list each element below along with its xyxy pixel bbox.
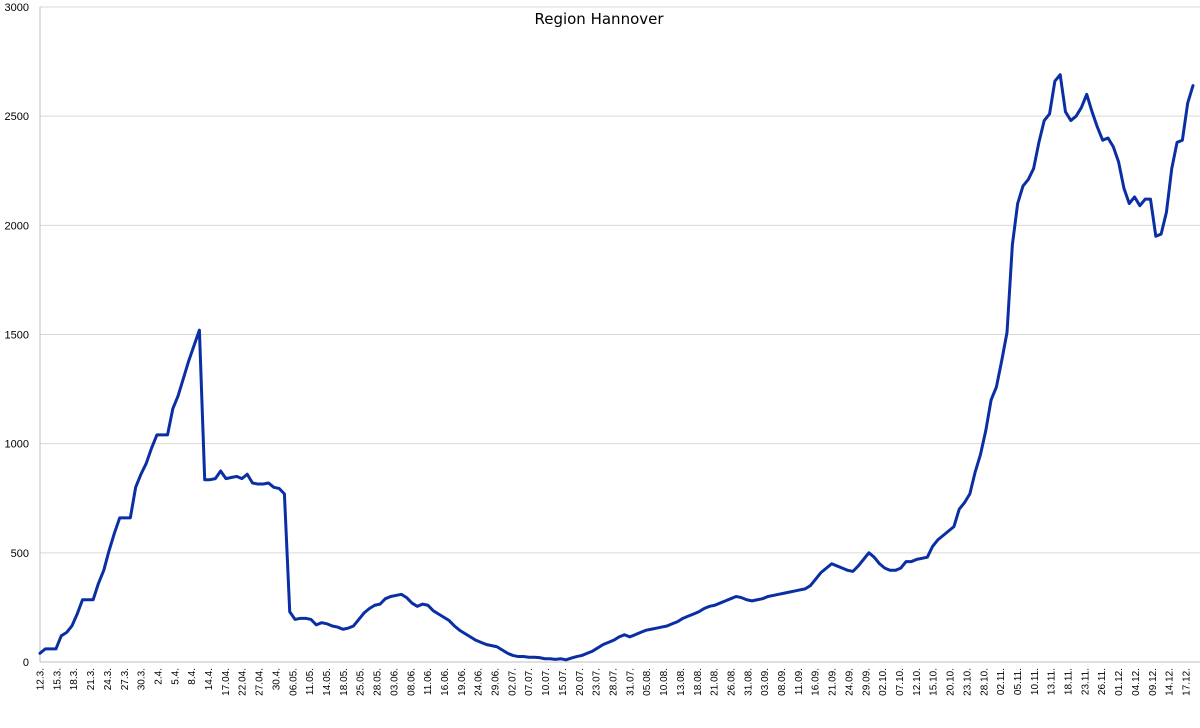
x-tick-label: 22.04. — [238, 668, 249, 696]
y-tick-label: 2000 — [5, 220, 29, 232]
x-tick-label: 16.06. — [440, 668, 451, 696]
x-tick-label: 24.09. — [844, 668, 855, 696]
y-axis-ticks: 0 500 1000 1500 2000 2500 3000 — [5, 2, 29, 669]
chart-title: Region Hannover — [534, 10, 664, 28]
x-tick-label: 09.12. — [1148, 668, 1159, 696]
x-tick-label: 27.3. — [120, 668, 131, 690]
y-tick-label: 1000 — [5, 439, 29, 451]
x-tick-label: 31.07. — [625, 668, 636, 696]
x-tick-label: 12.10. — [912, 668, 923, 696]
y-tick-label: 3000 — [5, 2, 29, 14]
x-tick-label: 24.3. — [103, 668, 114, 690]
x-tick-label: 24.06. — [474, 668, 485, 696]
x-tick-label: 14.4. — [204, 668, 215, 690]
x-tick-label: 18.3. — [69, 668, 80, 690]
x-tick-label: 11.09. — [794, 668, 805, 695]
x-tick-label: 11.06. — [423, 668, 434, 695]
x-tick-label: 16.09. — [811, 668, 822, 696]
x-tick-label: 13.11. — [1047, 668, 1058, 695]
x-tick-label: 18.11. — [1064, 668, 1075, 695]
y-tick-label: 2500 — [5, 111, 29, 123]
x-tick-label: 28.05. — [373, 668, 384, 696]
x-tick-label: 28.07. — [609, 668, 620, 696]
x-tick-label: 05.11. — [1013, 668, 1024, 695]
x-tick-label: 31.08. — [743, 668, 754, 696]
x-tick-label: 26.08. — [726, 668, 737, 696]
x-tick-label: 27.04. — [255, 668, 266, 696]
x-tick-label: 14.05. — [322, 668, 333, 696]
x-tick-label: 21.08. — [710, 668, 721, 696]
y-tick-label: 0 — [23, 657, 29, 669]
gridlines — [40, 6, 1200, 554]
x-tick-label: 03.06. — [389, 668, 400, 696]
x-tick-label: 10.08. — [659, 668, 670, 696]
x-tick-label: 2.4. — [153, 668, 164, 685]
x-tick-label: 5.4. — [170, 668, 181, 685]
x-tick-label: 10.11. — [1030, 668, 1041, 695]
x-tick-label: 07.07. — [524, 668, 535, 696]
x-tick-label: 25.05. — [356, 668, 367, 696]
x-tick-label: 08.06. — [406, 668, 417, 696]
x-tick-label: 29.09. — [861, 668, 872, 696]
y-tick-label: 1500 — [5, 330, 29, 342]
series-line — [38, 73, 1195, 662]
x-tick-label: 02.10. — [878, 668, 889, 696]
x-tick-label: 03.09. — [760, 668, 771, 696]
data-points — [39, 74, 1194, 660]
x-tick-label: 18.05. — [339, 668, 350, 696]
x-tick-label: 10.07. — [541, 668, 552, 696]
x-tick-label: 04.12. — [1131, 668, 1142, 696]
x-tick-label: 26.11. — [1097, 668, 1108, 695]
x-tick-label: 12.3. — [36, 668, 47, 690]
x-tick-label: 08.09. — [777, 668, 788, 696]
x-tick-label: 30.3. — [137, 668, 148, 690]
x-axis-ticks: 12.3. 15.3. 18.3. 21.3. 24.3. 27.3. 30.3. 2.4. 5… — [36, 668, 1193, 696]
x-tick-label: 20.10. — [946, 668, 957, 696]
x-tick-label: 14.12. — [1165, 668, 1176, 696]
y-tick-label: 500 — [11, 548, 29, 560]
x-tick-label: 02.11. — [996, 668, 1007, 695]
x-tick-label: 20.07. — [575, 668, 586, 696]
x-tick-label: 15.07. — [558, 668, 569, 696]
x-tick-label: 17.12. — [1182, 668, 1193, 696]
x-tick-label: 18.08. — [693, 668, 704, 696]
x-tick-label: 05.08. — [642, 668, 653, 696]
x-tick-label: 23.07. — [592, 668, 603, 696]
x-tick-label: 19.06. — [457, 668, 468, 696]
x-tick-label: 30.4. — [271, 668, 282, 690]
x-tick-label: 06.05. — [288, 668, 299, 696]
x-tick-label: 28.10. — [979, 668, 990, 696]
x-tick-label: 07.10. — [895, 668, 906, 696]
x-tick-label: 23.11. — [1080, 668, 1091, 695]
x-tick-label: 17.04. — [221, 668, 232, 696]
x-tick-label: 29.06. — [491, 668, 502, 696]
x-tick-label: 15.10. — [929, 668, 940, 696]
x-tick-label: 21.09. — [828, 668, 839, 696]
x-tick-label: 13.08. — [676, 668, 687, 696]
x-tick-label: 23.10. — [962, 668, 973, 696]
x-tick-label: 01.12. — [1114, 668, 1125, 696]
x-tick-label: 15.3. — [52, 668, 63, 690]
x-tick-label: 21.3. — [86, 668, 97, 690]
x-tick-label: 8.4. — [187, 668, 198, 685]
x-tick-label: 11.05. — [305, 668, 316, 695]
x-tick-label: 02.07. — [507, 668, 518, 696]
